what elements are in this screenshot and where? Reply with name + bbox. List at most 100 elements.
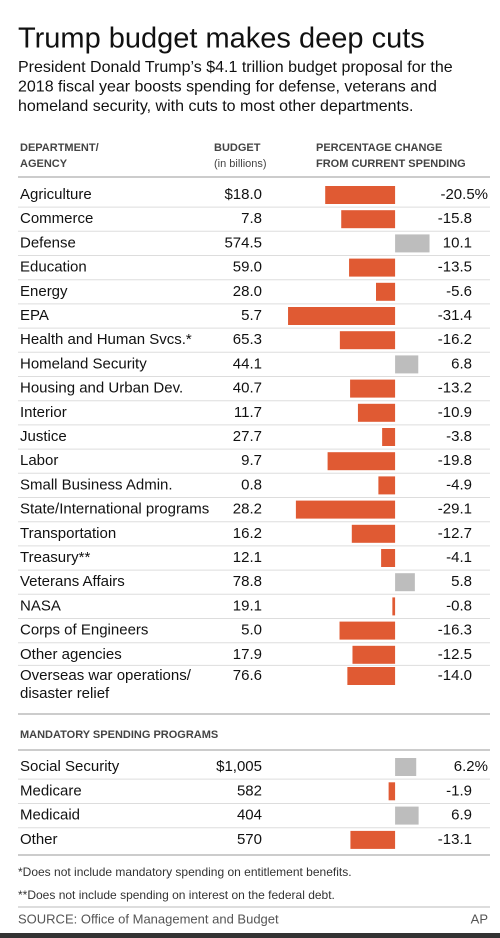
value-label: -12.5: [438, 646, 472, 663]
value-label: -16.3: [438, 622, 472, 639]
budget-label: $1,005: [216, 758, 262, 775]
category-label: Commerce: [20, 210, 93, 227]
subtitle: President Donald Trump’s $4.1 trillion b…: [18, 59, 453, 115]
budget-label: 5.0: [241, 622, 262, 639]
value-label: -16.2: [438, 331, 472, 348]
budget-label: 40.7: [233, 380, 262, 397]
budget-label: 17.9: [233, 646, 262, 663]
category-label: Corps of Engineers: [20, 622, 148, 639]
bar: [395, 573, 415, 592]
budget-label: $18.0: [224, 186, 262, 203]
value-label: -5.6: [446, 283, 472, 300]
budget-label: 65.3: [233, 331, 262, 348]
budget-label: 16.2: [233, 525, 262, 542]
category-label: NASA: [20, 597, 61, 614]
category-label: Treasury**: [20, 549, 90, 566]
budget-label: 19.1: [233, 597, 262, 614]
category-label: Justice: [20, 428, 67, 445]
budget-label: 28.0: [233, 283, 262, 300]
category-label: Medicare: [20, 782, 82, 799]
value-label: -31.4: [438, 307, 472, 324]
category-label: Other: [20, 831, 58, 848]
bar: [382, 428, 396, 446]
budget-label: 28.2: [233, 501, 262, 518]
source: SOURCE: Office of Management and Budget: [18, 911, 279, 926]
bar: [392, 597, 396, 616]
budget-label: 5.7: [241, 307, 262, 324]
bar: [327, 452, 396, 471]
value-label: -19.8: [438, 452, 472, 469]
bar: [395, 758, 417, 776]
budget-label: 59.0: [233, 259, 262, 276]
value-label: -15.8: [438, 210, 472, 227]
value-label: -3.8: [446, 428, 472, 445]
budget-label: 7.8: [241, 210, 262, 227]
category-label: Transportation: [20, 525, 116, 542]
budget-label: 570: [237, 831, 262, 848]
budget-label: 9.7: [241, 452, 262, 469]
bar: [378, 476, 396, 495]
category-label: Energy: [20, 283, 68, 300]
bar: [395, 234, 430, 253]
bar: [325, 186, 396, 204]
category-label: Overseas war operations/disaster relief: [20, 667, 192, 702]
bar: [350, 830, 396, 849]
value-label: 5.8: [451, 573, 472, 590]
value-label: 6.2%: [454, 758, 488, 775]
value-label: -14.0: [438, 667, 472, 684]
category-label: Housing and Urban Dev.: [20, 380, 183, 397]
category-label: Interior: [20, 404, 67, 421]
value-label: 6.9: [451, 807, 472, 824]
budget-label: 11.7: [234, 404, 262, 421]
footnote: *Does not include mandatory spending on …: [18, 865, 352, 879]
category-label: Other agencies: [20, 646, 122, 663]
category-label: Agriculture: [20, 186, 92, 203]
section-title: MANDATORY SPENDING PROGRAMS: [20, 729, 218, 741]
bar: [295, 500, 396, 519]
bar: [376, 282, 396, 301]
category-label: Small Business Admin.: [20, 476, 173, 493]
value-label: -4.9: [446, 476, 472, 493]
budget-label: 404: [237, 807, 262, 824]
category-label: Education: [20, 259, 87, 276]
budget-label: 27.7: [233, 428, 262, 445]
category-label: Veterans Affairs: [20, 573, 125, 590]
budget-label: 574.5: [224, 234, 262, 251]
bar: [395, 806, 419, 825]
bar: [349, 258, 396, 277]
bar: [347, 667, 396, 685]
category-label: Defense: [20, 234, 76, 251]
category-label: State/International programs: [20, 501, 209, 518]
category-label: Medicaid: [20, 807, 80, 824]
category-label: Labor: [20, 452, 58, 469]
value-label: -29.1: [438, 501, 472, 518]
value-label: -0.8: [446, 597, 472, 614]
value-label: -4.1: [446, 549, 472, 566]
column-header: DEPARTMENT/AGENCY: [20, 142, 99, 170]
budget-label: 76.6: [233, 667, 262, 684]
bar: [350, 379, 396, 398]
bar: [339, 621, 396, 640]
column-header: PERCENTAGE CHANGE FROM CURRENT SPENDING: [316, 142, 466, 170]
bar: [341, 210, 396, 229]
value-label: -1.9: [446, 782, 472, 799]
footnote: **Does not include spending on interest …: [18, 888, 335, 902]
value-label: -13.2: [438, 380, 472, 397]
bar: [351, 524, 396, 543]
value-label: -12.7: [438, 525, 472, 542]
column-header: BUDGET: [214, 142, 261, 154]
bar: [357, 403, 396, 422]
bar: [288, 307, 396, 325]
title: Trump budget makes deep cuts: [18, 23, 425, 55]
bottom-rule: [0, 933, 500, 938]
bar: [395, 355, 419, 374]
value-label: 10.1: [443, 234, 472, 251]
category-label: EPA: [20, 307, 49, 324]
bar: [352, 645, 396, 664]
category-label: Homeland Security: [20, 355, 147, 372]
budget-label: 582: [237, 782, 262, 799]
category-label: Health and Human Svcs.*: [20, 331, 192, 348]
budget-label: 44.1: [233, 355, 262, 372]
value-label: -13.5: [438, 259, 472, 276]
